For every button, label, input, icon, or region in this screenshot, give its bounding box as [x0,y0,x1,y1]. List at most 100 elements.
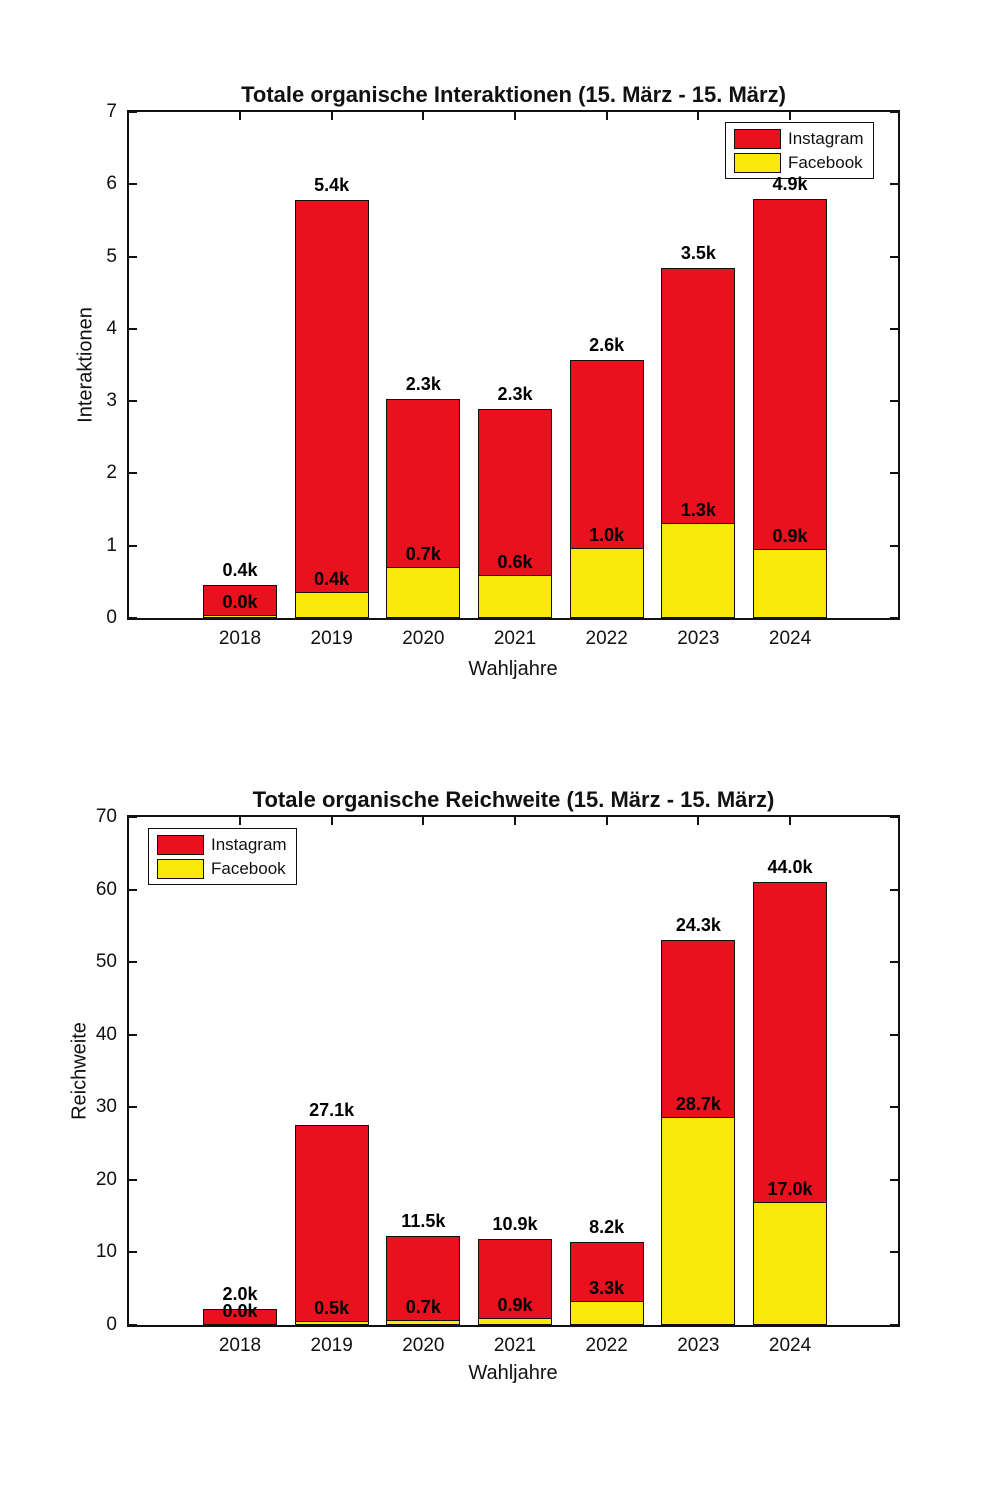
x-axis-label: Wahljahre [468,1362,558,1384]
legend-item-facebook: Facebook [157,858,287,879]
bar-value-label-facebook-2021: 0.9k [497,1295,533,1316]
y-tick-label: 10 [95,1241,117,1263]
bar-value-label-facebook-2018: 0.0k [222,592,258,613]
x-tick-label: 2020 [402,628,445,649]
bar-value-label-instagram-2023: 3.5k [680,243,716,264]
y-tick-left [129,1251,137,1254]
bar-segment-instagram-2018 [203,1309,277,1325]
y-tick-left [129,400,137,403]
y-tick-label: 60 [95,878,117,900]
legend-label-facebook: Facebook [788,153,863,172]
y-tick-right [890,183,898,186]
bar-segment-instagram-2022 [569,1241,644,1303]
bar-segment-instagram-2021 [478,1239,552,1320]
bar-value-label-instagram-2021: 2.3k [497,384,533,405]
y-tick-label: 40 [95,1023,117,1045]
y-tick-right [890,961,898,964]
x-tick-top [422,817,425,825]
y-tick-label: 30 [95,1096,117,1118]
legend-item-facebook: Facebook [734,152,864,173]
bar-value-label-facebook-2024: 0.9k [772,526,808,547]
y-tick-label: 5 [106,245,117,267]
legend: Instagram Facebook [725,122,874,179]
y-tick-left [129,617,137,619]
bar-value-label-instagram-2020: 11.5k [401,1211,446,1232]
x-tick-top [697,817,700,825]
x-tick-top [330,112,333,120]
x-tick-top [239,112,241,120]
bar-segment-facebook-2023 [661,1116,736,1325]
chart-title: Totale organische Interaktionen (15. Mär… [241,82,786,107]
y-tick-label: 6 [106,173,117,195]
bar-segment-instagram-2021 [478,409,552,577]
y-tick-label: 70 [95,806,117,827]
x-tick-top [605,112,608,120]
x-tick-label: 2023 [677,1335,720,1356]
facebook-color-swatch [734,152,781,173]
y-tick-label: 2 [106,462,117,484]
y-tick-right [890,617,898,619]
y-tick-left [129,1178,137,1181]
y-tick-left [129,327,137,330]
x-tick-label: 2018 [218,1335,262,1356]
y-tick-right [890,888,898,891]
legend-item-instagram: Instagram [157,834,287,855]
bar-segment-instagram-2022 [569,359,644,549]
x-tick-top [514,817,516,825]
y-tick-right [890,1178,898,1181]
y-tick-label: 3 [106,390,117,412]
y-tick-right [890,816,898,818]
bar-segment-facebook-2023 [661,523,736,618]
chart-title: Totale organische Reichweite (15. März -… [252,787,775,812]
y-tick-left [129,544,137,547]
x-tick-label: 2022 [585,628,628,649]
x-tick-label: 2019 [310,628,353,649]
y-tick-label: 20 [95,1168,117,1190]
bar-value-label-instagram-2018: 2.0k [222,1284,258,1305]
legend-label-facebook: Facebook [211,859,286,878]
x-tick-label: 2019 [310,1335,353,1356]
y-tick-label: 0 [106,607,117,628]
x-tick-top [605,817,608,825]
bar-segment-instagram-2024 [753,882,828,1203]
y-tick-right [890,472,898,475]
bar-value-label-facebook-2020: 0.7k [405,543,441,564]
bar-value-label-facebook-2019: 0.5k [314,1298,350,1319]
bar-segment-facebook-2022 [569,1301,644,1325]
y-tick-left [129,472,137,475]
bar-segment-facebook-2021 [478,575,552,618]
x-tick-top [514,112,516,120]
x-tick-label: 2022 [585,1335,628,1356]
y-tick-right [890,400,898,403]
bar-segment-instagram-2020 [386,1236,461,1321]
x-tick-top [422,112,425,120]
bar-value-label-instagram-2022: 2.6k [589,334,625,355]
bar-value-label-facebook-2018: 0.0k [222,1301,258,1321]
bar-segment-instagram-2023 [661,940,736,1118]
x-tick-label: 2023 [677,628,720,649]
instagram-color-swatch [157,834,204,855]
bar-segment-facebook-2022 [569,547,644,618]
y-tick-label: 7 [106,101,117,122]
bar-segment-instagram-2020 [386,398,461,568]
y-tick-left [129,1033,137,1036]
bar-value-label-facebook-2022: 3.3k [589,1278,625,1299]
legend-label-instagram: Instagram [211,835,287,854]
y-tick-left [129,816,137,818]
bar-value-label-instagram-2024: 44.0k [767,857,813,878]
bar-segment-facebook-2024 [753,1201,828,1325]
y-tick-right [890,1251,898,1254]
bar-value-label-facebook-2019: 0.4k [314,568,350,589]
bar-value-label-facebook-2023: 28.7k [675,1093,721,1114]
x-tick-top [789,112,792,120]
legend: Instagram Facebook [148,828,297,885]
x-tick-label: 2024 [768,1335,812,1356]
y-tick-right [890,1033,898,1036]
y-tick-right [890,111,898,113]
legend-item-instagram: Instagram [734,128,864,149]
bar-segment-facebook-2019 [294,591,369,618]
y-tick-left [129,183,137,186]
x-tick-label: 2020 [402,1335,445,1356]
instagram-color-swatch [734,128,781,149]
